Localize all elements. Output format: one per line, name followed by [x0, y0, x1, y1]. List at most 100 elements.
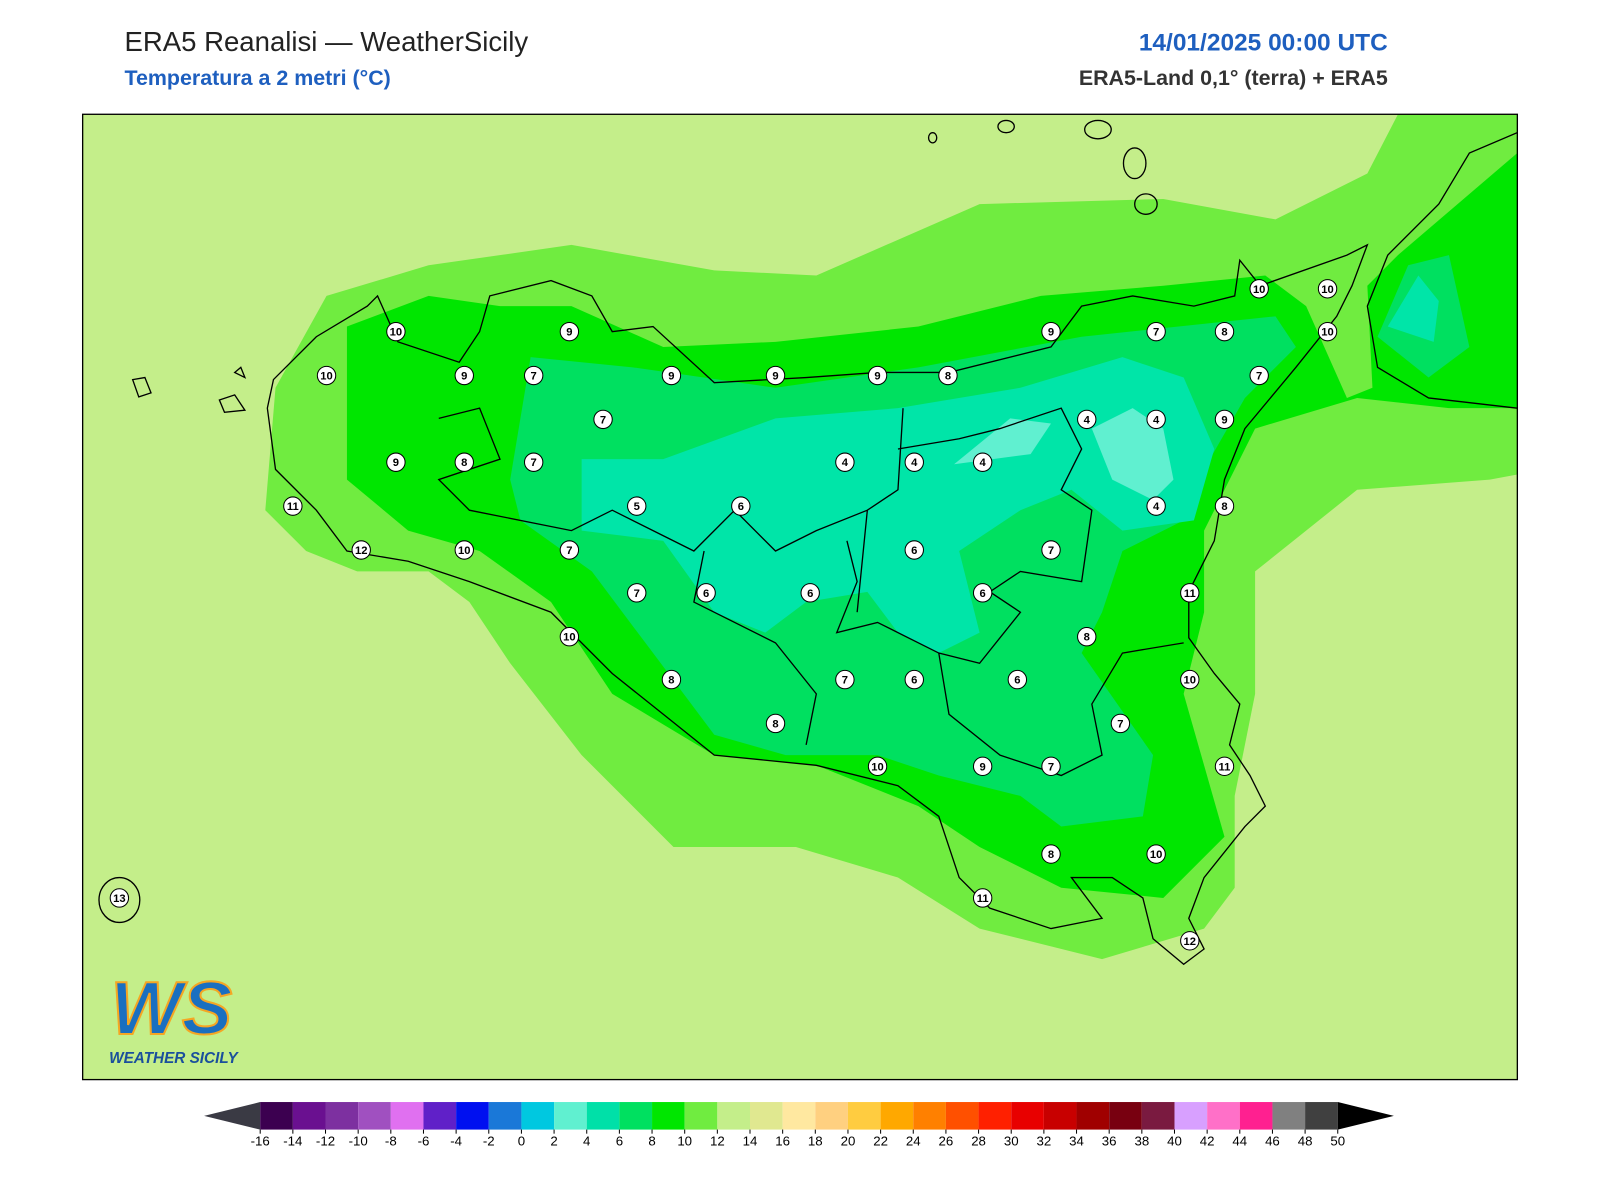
- colorbar-cell: [750, 1102, 783, 1130]
- station-value: 13: [113, 893, 125, 905]
- colorbar-extend-high: [1337, 1102, 1394, 1130]
- colorbar-tick-label: 50: [1330, 1133, 1345, 1148]
- colorbar-cell: [390, 1102, 424, 1130]
- station-value: 4: [1153, 501, 1160, 513]
- colorbar-tick-label: 4: [583, 1133, 590, 1148]
- station: 9: [867, 365, 888, 386]
- station-marker: [661, 669, 682, 690]
- station: 10: [867, 756, 888, 777]
- station: 9: [454, 365, 474, 386]
- colorbar-tick-label: -12: [316, 1133, 335, 1148]
- station-value: 10: [1150, 849, 1162, 861]
- colorbar-tick-label: 20: [841, 1133, 856, 1148]
- station-value: 4: [1084, 414, 1091, 426]
- station: 9: [972, 756, 993, 777]
- station-value: 8: [945, 370, 951, 382]
- station-value: 8: [1084, 632, 1090, 644]
- station-value: 11: [287, 501, 299, 513]
- colorbar-cell: [1174, 1102, 1208, 1130]
- station-marker: [593, 409, 613, 430]
- station: 7: [835, 669, 855, 690]
- colorbar-cell: [586, 1102, 620, 1130]
- coastline: [98, 119, 1518, 966]
- station-marker: [904, 540, 924, 560]
- colorbar-tick-label: 30: [1004, 1133, 1019, 1148]
- station-value: 10: [1253, 284, 1265, 296]
- station-marker: [1214, 409, 1235, 430]
- colorbar-tick-label: -10: [349, 1133, 368, 1148]
- colorbar-cell: [815, 1102, 848, 1130]
- station-marker: [1146, 844, 1166, 864]
- station: 6: [800, 583, 820, 603]
- station-value: 4: [1153, 414, 1160, 426]
- station: 4: [1146, 409, 1166, 430]
- station-marker: [559, 321, 580, 342]
- station-marker: [1249, 279, 1269, 299]
- station: 7: [1041, 540, 1061, 560]
- station-marker: [867, 365, 888, 386]
- station: 8: [765, 713, 786, 734]
- station-marker: [316, 365, 337, 386]
- colorbar-cell: [684, 1102, 718, 1130]
- station-value: 9: [1048, 327, 1054, 339]
- station: 8: [1077, 627, 1097, 647]
- colorbar-cell: [1076, 1102, 1110, 1130]
- station-marker: [559, 627, 580, 647]
- station-value: 7: [566, 545, 572, 557]
- station: 4: [1146, 496, 1166, 516]
- station: 4: [972, 452, 993, 472]
- colorbar-cell: [488, 1102, 522, 1130]
- station-marker: [696, 583, 716, 603]
- colorbar-tick-label: 14: [743, 1133, 758, 1148]
- colorbar-cell: [1141, 1102, 1175, 1130]
- colorbar-tick-label: 34: [1069, 1133, 1084, 1148]
- station-value: 9: [980, 761, 986, 773]
- colorbar-cell: [554, 1102, 587, 1130]
- station-value: 12: [355, 545, 367, 557]
- colorbar-extend-low: [204, 1102, 261, 1130]
- station-value: 7: [1048, 545, 1054, 557]
- station: 6: [696, 583, 716, 603]
- colorbar-cell: [945, 1102, 979, 1130]
- colorbar-cell: [782, 1102, 816, 1130]
- station-value: 10: [1321, 327, 1333, 339]
- station-marker: [661, 365, 682, 386]
- colorbar-cell: [423, 1102, 457, 1130]
- colorbar-tick-label: 6: [616, 1133, 623, 1148]
- colorbar-tick-label: -16: [251, 1133, 270, 1148]
- station-marker: [1146, 496, 1166, 516]
- colorbar-tick-label: 28: [971, 1133, 986, 1148]
- station: 6: [1007, 669, 1028, 690]
- colorbar-cell: [619, 1102, 653, 1130]
- station: 11: [1214, 756, 1235, 777]
- station-marker: [1146, 409, 1166, 430]
- station-value: 10: [1184, 675, 1196, 687]
- colorbar: -16 -14 -12 -10 -8 -6 -4 -2 0 2 4 6 8 10 12 14 16 18 20 22 2…: [204, 1102, 1394, 1148]
- station-value: 6: [911, 675, 917, 687]
- station-marker: [523, 452, 544, 472]
- station: 4: [904, 452, 924, 472]
- colorbar-cell: [1239, 1102, 1273, 1130]
- station-value: 8: [1221, 501, 1227, 513]
- colorbar-cell: [978, 1102, 1012, 1130]
- station-value: 7: [1048, 761, 1054, 773]
- station-marker: [1214, 321, 1235, 342]
- station-marker: [454, 540, 474, 560]
- station-marker: [1041, 540, 1061, 560]
- station-marker: [1077, 627, 1097, 647]
- colorbar-cell: [1109, 1102, 1142, 1130]
- station-marker: [627, 583, 647, 603]
- station-marker: [867, 756, 888, 777]
- station-value: 8: [668, 675, 674, 687]
- station: 9: [386, 452, 406, 472]
- colorbar-tick-label: -2: [483, 1133, 495, 1148]
- colorbar-cell: [521, 1102, 555, 1130]
- station: 7: [523, 452, 544, 472]
- colorbar-tick-label: 26: [939, 1133, 954, 1148]
- colorbar-tick-label: -4: [450, 1133, 462, 1148]
- colorbar-tick-label: 8: [648, 1133, 655, 1148]
- band-4-6: [581, 357, 1215, 654]
- station: 8: [1214, 321, 1235, 342]
- station-marker: [1007, 669, 1028, 690]
